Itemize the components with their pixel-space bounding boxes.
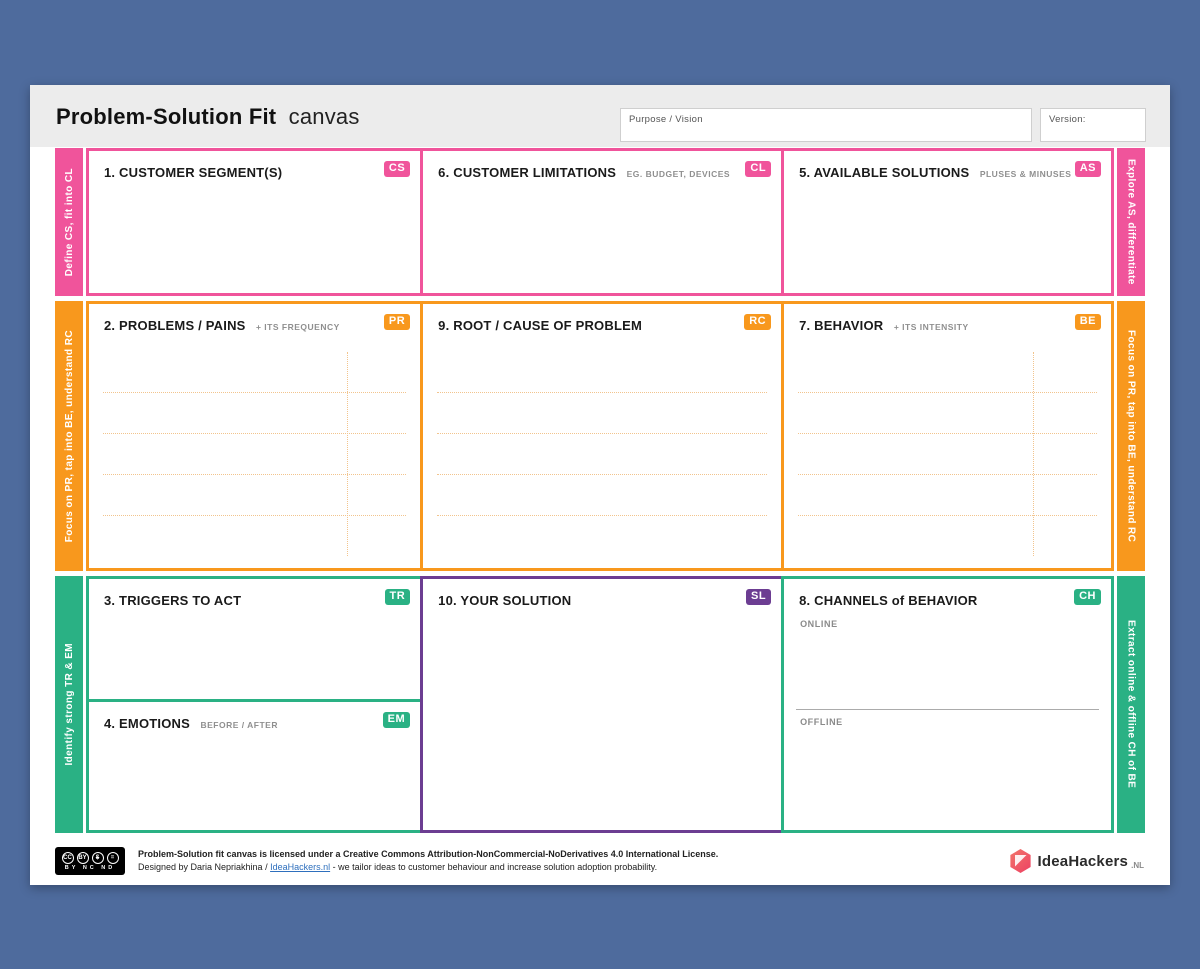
license-line2-prefix: Designed by Daria Nepriakhina / bbox=[138, 862, 271, 873]
cell-title: 9. ROOT / CAUSE OF PROBLEM bbox=[438, 318, 642, 333]
ideahackers-link[interactable]: IdeaHackers.nl bbox=[270, 862, 331, 873]
ruled-vertical-line bbox=[1032, 352, 1034, 556]
cell-caption: + ITS FREQUENCY bbox=[255, 322, 340, 332]
badge-pr: PR bbox=[383, 314, 411, 330]
cell-root-cause: 9. ROOT / CAUSE OF PROBLEM RC bbox=[420, 301, 785, 571]
ideahackers-brand: IdeaHackers .NL bbox=[1010, 849, 1144, 873]
sidebar-row2-right: Focus on PR, tap into BE, understand RC bbox=[1117, 301, 1145, 571]
sidebar-row1-left: Define CS, fit into CL bbox=[55, 148, 83, 296]
non-commercial-icon: $ bbox=[91, 851, 104, 864]
cell-title: 4. EMOTIONS bbox=[104, 716, 190, 731]
cell-title: 7. BEHAVIOR bbox=[799, 318, 884, 333]
row-identify: Identify strong TR & EM 3. TRIGGERS TO A… bbox=[55, 576, 1145, 833]
purpose-vision-field[interactable]: Purpose / Vision bbox=[620, 108, 1032, 142]
license-line2-suffix: - we tailor ideas to customer behaviour … bbox=[330, 862, 658, 873]
cc-license-badge: CC BY $ = BY NC ND bbox=[55, 847, 125, 875]
cell-caption: BEFORE / AFTER bbox=[200, 720, 278, 730]
page-header: Problem-Solution Fit canvas Purpose / Vi… bbox=[30, 85, 1170, 147]
cell-title: 10. YOUR SOLUTION bbox=[438, 593, 572, 608]
sidebar-row3-right: Extract online & offline CH of BE bbox=[1117, 576, 1145, 833]
page-title-light: canvas bbox=[288, 104, 360, 129]
offline-label: OFFLINE bbox=[800, 717, 843, 727]
cell-caption: + ITS INTENSITY bbox=[893, 322, 969, 332]
ruled-lines bbox=[437, 352, 768, 556]
sidebar-row2-right-label: Focus on PR, tap into BE, understand RC bbox=[1125, 329, 1137, 543]
cell-title: 5. AVAILABLE SOLUTIONS bbox=[799, 165, 970, 180]
cell-caption: EG. BUDGET, DEVICES bbox=[626, 169, 731, 179]
badge-tr: TR bbox=[384, 589, 411, 605]
sidebar-row3-left-label: Identify strong TR & EM bbox=[63, 643, 75, 766]
cell-title: 1. CUSTOMER SEGMENT(S) bbox=[104, 165, 283, 180]
purpose-vision-label: Purpose / Vision bbox=[629, 114, 703, 125]
cell-problems-pains: 2. PROBLEMS / PAINS + ITS FREQUENCY PR bbox=[86, 301, 424, 571]
online-offline-divider bbox=[796, 709, 1099, 710]
cell-your-solution: 10. YOUR SOLUTION SL bbox=[420, 576, 785, 833]
cell-emotions: 4. EMOTIONS BEFORE / AFTER EM bbox=[86, 699, 424, 833]
badge-as: AS bbox=[1074, 161, 1101, 177]
badge-rc: RC bbox=[744, 314, 772, 330]
page-title-bold: Problem-Solution Fit bbox=[56, 104, 277, 129]
cell-title: 3. TRIGGERS TO ACT bbox=[104, 593, 242, 608]
row-define: Define CS, fit into CL 1. CUSTOMER SEGME… bbox=[55, 148, 1145, 296]
cell-title: 8. CHANNELS of BEHAVIOR bbox=[799, 593, 978, 608]
cell-behavior: 7. BEHAVIOR + ITS INTENSITY BE bbox=[781, 301, 1114, 571]
column-triggers-emotions: 3. TRIGGERS TO ACT TR 4. EMOTIONS BEFORE… bbox=[86, 576, 424, 833]
badge-sl: SL bbox=[746, 589, 772, 605]
cell-title: 6. CUSTOMER LIMITATIONS bbox=[438, 165, 617, 180]
sidebar-row3-right-label: Extract online & offline CH of BE bbox=[1125, 620, 1137, 789]
sidebar-row1-right-label: Explore AS, differentiate bbox=[1125, 159, 1137, 285]
cell-customer-segments: 1. CUSTOMER SEGMENT(S) CS bbox=[86, 148, 424, 296]
sidebar-row1-right: Explore AS, differentiate bbox=[1117, 148, 1145, 296]
cell-title: 2. PROBLEMS / PAINS bbox=[104, 318, 246, 333]
cell-customer-limitations: 6. CUSTOMER LIMITATIONS EG. BUDGET, DEVI… bbox=[420, 148, 785, 296]
canvas-grid: Define CS, fit into CL 1. CUSTOMER SEGME… bbox=[55, 148, 1145, 833]
badge-cs: CS bbox=[383, 161, 411, 177]
cell-triggers: 3. TRIGGERS TO ACT TR bbox=[86, 576, 424, 702]
ruled-lines bbox=[798, 352, 1097, 556]
cc-icon: CC bbox=[61, 851, 74, 864]
badge-cl: CL bbox=[745, 161, 772, 177]
sidebar-row2-left-label: Focus on PR, tap into BE, understand RC bbox=[63, 329, 75, 543]
sidebar-row1-left-label: Define CS, fit into CL bbox=[63, 167, 75, 277]
ruled-vertical-line bbox=[347, 352, 349, 556]
badge-be: BE bbox=[1074, 314, 1101, 330]
online-label: ONLINE bbox=[800, 619, 838, 629]
canvas-page: Problem-Solution Fit canvas Purpose / Vi… bbox=[30, 85, 1170, 885]
ruled-lines bbox=[103, 352, 407, 556]
badge-ch: CH bbox=[1074, 589, 1101, 605]
version-field[interactable]: Version: bbox=[1040, 108, 1146, 142]
row-focus: Focus on PR, tap into BE, understand RC … bbox=[55, 301, 1145, 571]
brand-suffix: .NL bbox=[1131, 861, 1144, 870]
sidebar-row2-left: Focus on PR, tap into BE, understand RC bbox=[55, 301, 83, 571]
page-title: Problem-Solution Fit canvas bbox=[56, 104, 360, 130]
cell-channels: 8. CHANNELS of BEHAVIOR CH ONLINE OFFLIN… bbox=[781, 576, 1114, 833]
no-derivatives-icon: = bbox=[106, 851, 119, 864]
cell-available-solutions: 5. AVAILABLE SOLUTIONS PLUSES & MINUSES … bbox=[781, 148, 1114, 296]
cell-caption: PLUSES & MINUSES bbox=[979, 169, 1072, 179]
brand-name: IdeaHackers bbox=[1037, 852, 1129, 870]
version-label: Version: bbox=[1049, 114, 1086, 125]
license-text: Problem-Solution fit canvas is licensed … bbox=[138, 848, 718, 874]
cc-labels: BY NC ND bbox=[64, 864, 116, 871]
license-line1: Problem-Solution fit canvas is licensed … bbox=[138, 849, 719, 859]
page-footer: CC BY $ = BY NC ND Problem-Solution fit … bbox=[30, 843, 1170, 885]
ideahackers-logo-icon bbox=[1010, 849, 1031, 873]
license-line2: Designed by Daria Nepriakhina / IdeaHack… bbox=[138, 861, 718, 874]
badge-em: EM bbox=[382, 712, 411, 728]
attribution-icon: BY bbox=[76, 851, 89, 864]
sidebar-row3-left: Identify strong TR & EM bbox=[55, 576, 83, 833]
